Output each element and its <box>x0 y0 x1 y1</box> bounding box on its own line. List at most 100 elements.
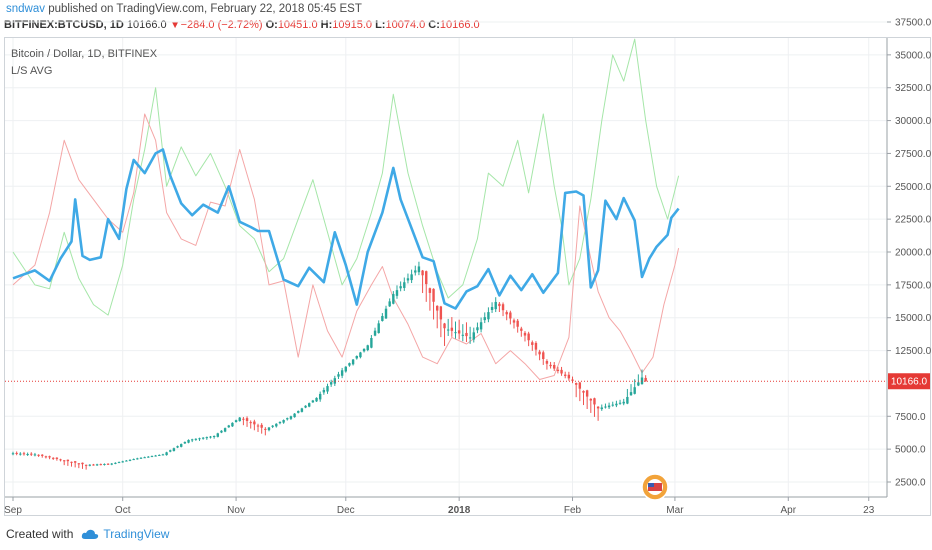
candle-body <box>333 378 337 384</box>
candle-body <box>114 462 117 464</box>
candle-body <box>494 301 497 310</box>
last-price-label: 10166.0 <box>891 377 928 388</box>
footer: Created with TradingView <box>6 527 169 541</box>
candle-body <box>542 352 545 360</box>
candle-body <box>201 437 205 439</box>
candle-body <box>377 323 380 334</box>
candle-body <box>318 393 322 400</box>
candle-body <box>596 406 600 409</box>
candle-body <box>121 461 124 463</box>
candle-body <box>351 359 355 365</box>
candle-body <box>512 320 516 323</box>
candle-body <box>198 438 201 440</box>
tradingview-link[interactable]: TradingView <box>103 527 170 541</box>
y-tick-label: 12500.0 <box>895 346 932 357</box>
candle-body <box>403 282 406 288</box>
candle-body <box>454 332 457 334</box>
candle-body <box>88 464 91 466</box>
candle-body <box>282 420 285 423</box>
candle-body <box>304 405 307 408</box>
candle-body <box>428 288 432 293</box>
event-badge-icon[interactable] <box>641 473 669 501</box>
candle-body <box>92 464 95 466</box>
candle-body <box>187 439 190 443</box>
candle-body <box>417 266 421 273</box>
candle-body <box>190 439 194 441</box>
chart-frame[interactable] <box>4 37 931 516</box>
candle-body <box>154 455 157 457</box>
candle-body <box>41 454 44 456</box>
candle-body <box>607 405 611 408</box>
candle-body <box>629 392 633 396</box>
candle-body <box>293 413 296 418</box>
candle-body <box>194 438 198 440</box>
y-tick-label: 5000.0 <box>895 445 926 456</box>
candle-body <box>604 406 607 408</box>
candle-body <box>183 442 187 444</box>
y-tick-label: 32500.0 <box>895 83 932 94</box>
candle-body <box>172 448 176 451</box>
x-tick-label: Nov <box>227 505 245 516</box>
candle-body <box>212 436 216 437</box>
candle-body <box>95 464 99 466</box>
low-label: L: <box>375 19 386 31</box>
candle-body <box>370 337 373 348</box>
candle-body <box>33 454 37 456</box>
candlesticks <box>11 261 647 470</box>
candle-body <box>556 369 560 372</box>
candle-body <box>264 428 267 430</box>
series-line-shorts <box>12 113 680 380</box>
candle-body <box>381 316 384 321</box>
candle-body <box>275 423 278 427</box>
candle-body <box>618 402 622 404</box>
candle-body <box>531 342 534 345</box>
y-tick-label: 27500.0 <box>895 149 932 160</box>
candle-body <box>143 457 146 459</box>
price-chart[interactable]: 37500.0 35000.0 32500.0 30000.0 27500.0 25000… <box>0 0 932 520</box>
down-arrow-icon: ▼ <box>169 19 181 31</box>
author-link[interactable]: sndwav <box>6 3 45 15</box>
candle-body <box>253 421 256 425</box>
candle-body <box>505 312 508 315</box>
candle-body <box>487 312 490 320</box>
candle-body <box>501 304 505 311</box>
candle-body <box>322 390 326 393</box>
candle-body <box>165 452 168 456</box>
candle-body <box>158 454 161 456</box>
candle-body <box>516 320 519 327</box>
candle-body <box>432 288 435 302</box>
candle-body <box>640 377 644 385</box>
x-tick-label: Mar <box>666 505 684 516</box>
chart-grid <box>5 21 887 497</box>
candle-body <box>388 301 391 307</box>
x-tick-label: Dec <box>337 505 355 516</box>
candle-body <box>410 274 413 281</box>
candle-body <box>231 422 234 427</box>
candle-body <box>373 330 377 336</box>
candle-body <box>37 454 40 456</box>
candle-body <box>103 463 106 465</box>
candle-body <box>578 382 582 389</box>
candle-body <box>55 457 59 459</box>
candle-body <box>22 453 26 455</box>
candle-body <box>538 351 541 355</box>
candle-body <box>110 463 113 465</box>
candle-body <box>15 452 18 454</box>
candle-body <box>439 306 443 320</box>
candle-body <box>26 454 29 456</box>
x-tick-label: Apr <box>781 505 797 516</box>
candle-body <box>66 459 70 462</box>
candle-body <box>406 278 410 281</box>
candle-body <box>176 446 179 448</box>
candle-body <box>527 333 530 341</box>
candle-body <box>19 453 22 455</box>
x-tick-label: 2018 <box>448 505 471 516</box>
y-tick-label: 35000.0 <box>895 50 932 61</box>
candle-body <box>315 397 318 402</box>
candle-body <box>180 444 183 447</box>
candle-body <box>169 450 172 452</box>
candle-body <box>589 398 593 401</box>
candle-body <box>59 459 62 461</box>
candle-body <box>626 396 629 404</box>
high-label: H: <box>320 19 333 31</box>
